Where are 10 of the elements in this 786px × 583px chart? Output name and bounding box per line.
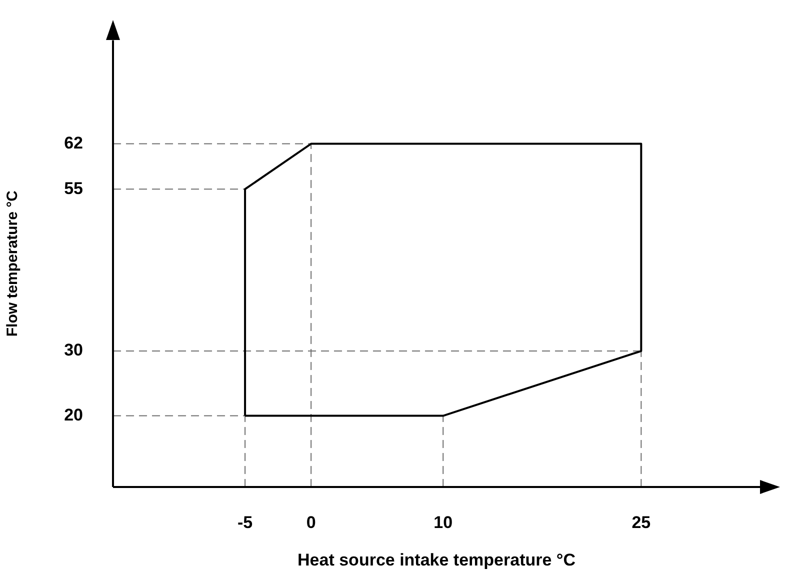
x-tick-label: 10 bbox=[434, 512, 453, 532]
y-tick-label: 20 bbox=[64, 405, 83, 424]
x-tick-label: -5 bbox=[237, 512, 253, 532]
y-tick-label: 30 bbox=[64, 340, 83, 360]
y-tick-label: 62 bbox=[64, 133, 83, 152]
x-tick-label: 0 bbox=[306, 512, 316, 532]
y-tick-label: 55 bbox=[64, 178, 83, 198]
x-tick-label: 25 bbox=[632, 512, 651, 532]
y-axis-title: Flow temperature °C bbox=[4, 190, 22, 337]
x-axis-title: Heat source intake temperature °C bbox=[298, 550, 576, 570]
